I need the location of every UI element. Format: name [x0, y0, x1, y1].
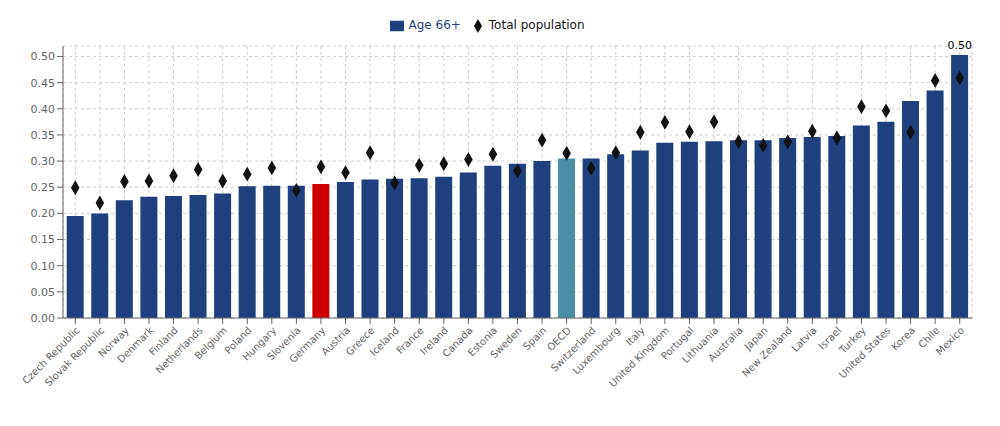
svg-text:Spain: Spain [521, 325, 549, 353]
svg-text:Ireland: Ireland [418, 324, 451, 357]
svg-text:Latvia: Latvia [789, 325, 818, 354]
svg-text:0.05: 0.05 [31, 286, 56, 299]
svg-text:Germany: Germany [287, 325, 327, 365]
svg-text:Denmark: Denmark [115, 325, 155, 365]
svg-text:0.45: 0.45 [31, 77, 56, 90]
svg-text:Czech Republic: Czech Republic [20, 324, 82, 387]
svg-text:OECD: OECD [544, 324, 574, 353]
html-text:Age 66+: Age 66+ [408, 18, 461, 32]
svg-text:0.00: 0.00 [31, 312, 56, 325]
svg-text:Lithuania: Lithuania [679, 324, 721, 366]
svg-text:0.25: 0.25 [31, 181, 56, 194]
svg-text:Slovenia: Slovenia [265, 324, 303, 363]
svg-text:0.50: 0.50 [947, 39, 972, 52]
svg-text:Portugal: Portugal [658, 324, 696, 362]
svg-text:Australia: Australia [706, 325, 745, 364]
svg-text:Turkey: Turkey [837, 324, 868, 356]
svg-text:Sweden: Sweden [488, 325, 524, 361]
svg-text:Greece: Greece [343, 324, 377, 358]
svg-text:France: France [394, 324, 426, 356]
svg-text:Japan: Japan [742, 324, 770, 353]
svg-text:0.10: 0.10 [31, 260, 56, 273]
svg-text:Slovak Republic: Slovak Republic [43, 325, 107, 389]
svg-text:Italy: Italy [623, 324, 647, 348]
svg-text:Iceland: Iceland [368, 325, 401, 358]
svg-text:Netherlands: Netherlands [153, 324, 205, 376]
svg-text:Israel: Israel [816, 324, 844, 352]
svg-text:Chile: Chile [916, 324, 942, 351]
svg-text:Switzerland: Switzerland [548, 324, 598, 374]
svg-text:0.20: 0.20 [31, 207, 56, 220]
html-text:Total population: Total population [488, 18, 585, 32]
svg-text:0.50: 0.50 [31, 50, 56, 63]
svg-text:Estonia: Estonia [465, 324, 500, 359]
svg-text:Finland: Finland [146, 324, 180, 358]
svg-text:0.30: 0.30 [31, 155, 56, 168]
svg-text:Poland: Poland [222, 324, 254, 356]
svg-text:Luxembourg: Luxembourg [570, 325, 622, 377]
svg-text:United States: United States [837, 325, 893, 381]
svg-text:Canada: Canada [440, 324, 475, 360]
svg-text:United Kingdom: United Kingdom [606, 324, 672, 390]
svg-text:Austria: Austria [319, 324, 352, 358]
svg-text:Mexico: Mexico [934, 325, 966, 357]
svg-text:Belgium: Belgium [192, 325, 229, 362]
svg-text:0.15: 0.15 [31, 233, 56, 246]
svg-text:New Zealand: New Zealand [740, 325, 794, 379]
svg-text:0.40: 0.40 [31, 103, 56, 116]
svg-text:Hungary: Hungary [240, 324, 279, 363]
svg-text:Korea: Korea [889, 325, 917, 353]
svg-text:Norway: Norway [96, 324, 131, 360]
svg-text:0.35: 0.35 [31, 129, 56, 142]
